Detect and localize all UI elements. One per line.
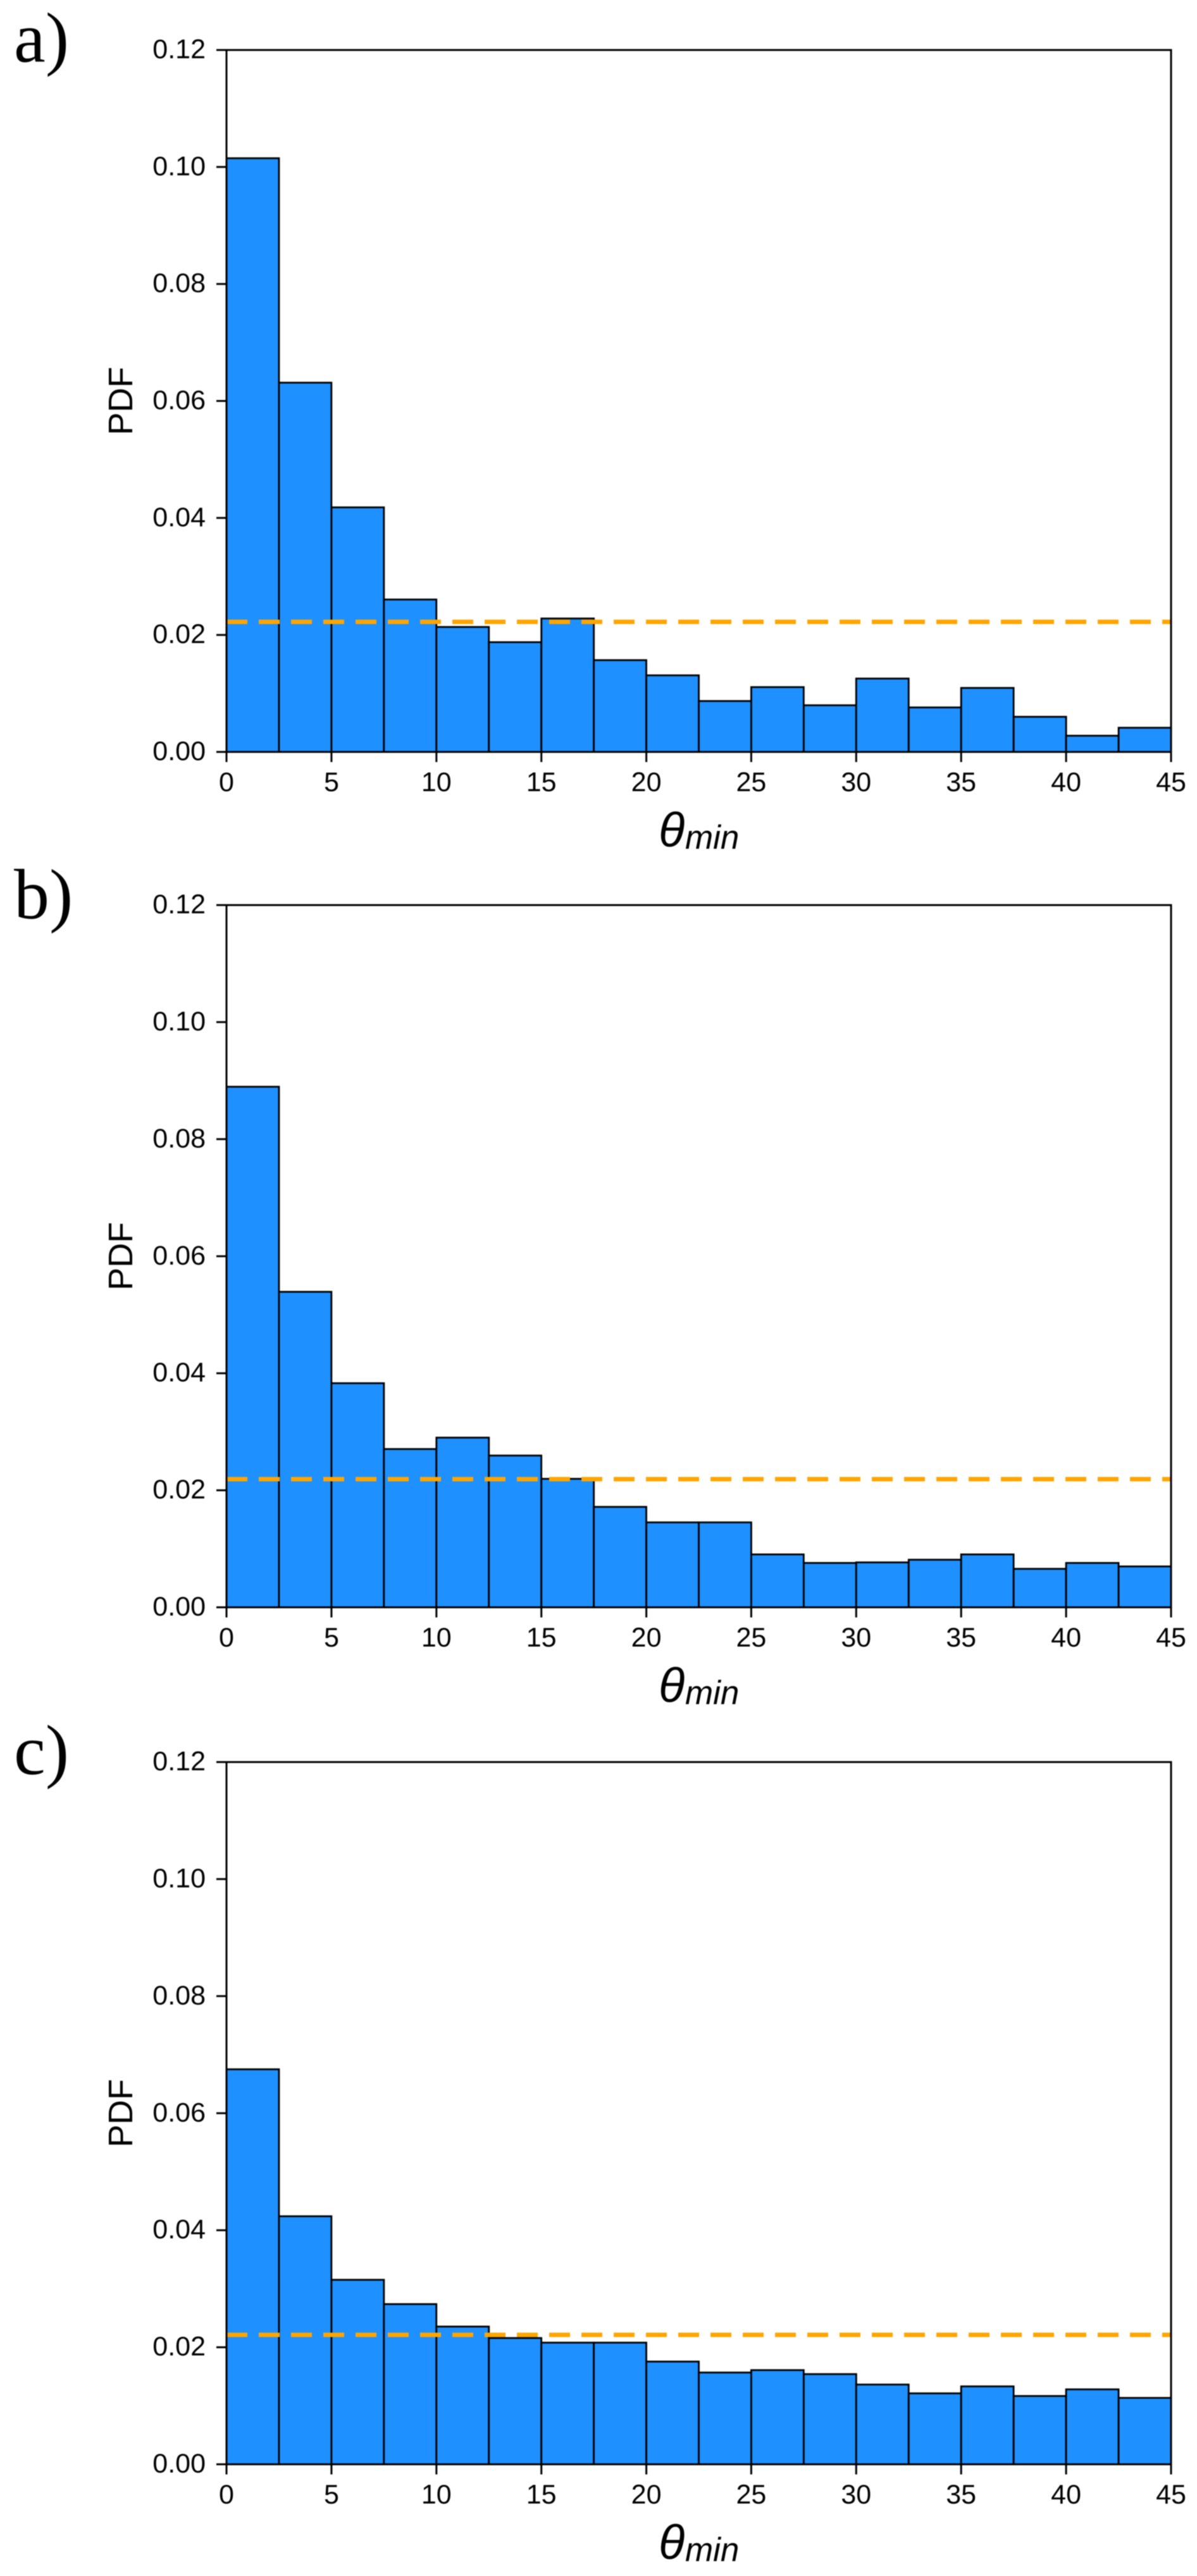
svg-text:45: 45: [1156, 1623, 1186, 1653]
svg-text:25: 25: [736, 2480, 766, 2510]
svg-text:min: min: [685, 819, 739, 856]
svg-text:0: 0: [219, 2480, 234, 2510]
svg-text:b): b): [14, 856, 73, 934]
svg-text:40: 40: [1051, 767, 1081, 797]
svg-text:0.10: 0.10: [152, 1863, 206, 1894]
svg-text:5: 5: [324, 767, 339, 797]
svg-text:45: 45: [1156, 767, 1186, 797]
svg-text:0.06: 0.06: [152, 385, 206, 416]
svg-text:θ: θ: [659, 2516, 685, 2570]
svg-text:30: 30: [841, 1623, 871, 1653]
svg-text:10: 10: [421, 767, 452, 797]
svg-text:35: 35: [946, 767, 976, 797]
svg-text:0.08: 0.08: [152, 1980, 206, 2011]
svg-text:25: 25: [736, 1623, 766, 1653]
svg-text:40: 40: [1051, 2480, 1081, 2510]
svg-text:0.10: 0.10: [152, 151, 206, 182]
svg-text:5: 5: [324, 1623, 339, 1653]
svg-text:0.00: 0.00: [152, 2449, 206, 2479]
svg-text:35: 35: [946, 2480, 976, 2510]
svg-text:0.00: 0.00: [152, 1592, 206, 1622]
svg-text:30: 30: [841, 767, 871, 797]
svg-text:45: 45: [1156, 2480, 1186, 2510]
svg-text:min: min: [685, 1674, 739, 1711]
svg-text:0: 0: [219, 1623, 234, 1653]
svg-text:0: 0: [219, 767, 234, 797]
svg-text:0.02: 0.02: [152, 619, 206, 649]
svg-text:35: 35: [946, 1623, 976, 1653]
svg-text:10: 10: [421, 1623, 452, 1653]
svg-text:5: 5: [324, 2480, 339, 2510]
svg-text:0.06: 0.06: [152, 2098, 206, 2128]
svg-text:c): c): [14, 1711, 69, 1790]
svg-text:0.00: 0.00: [152, 736, 206, 766]
svg-text:20: 20: [631, 767, 662, 797]
svg-text:0.06: 0.06: [152, 1241, 206, 1271]
svg-text:0.04: 0.04: [152, 2215, 206, 2245]
svg-text:0.10: 0.10: [152, 1006, 206, 1037]
svg-text:15: 15: [526, 2480, 557, 2510]
svg-text:15: 15: [526, 767, 557, 797]
svg-text:θ: θ: [659, 803, 685, 857]
svg-text:40: 40: [1051, 1623, 1081, 1653]
svg-text:0.08: 0.08: [152, 1123, 206, 1154]
svg-text:0.02: 0.02: [152, 2332, 206, 2362]
svg-text:20: 20: [631, 1623, 662, 1653]
svg-text:PDF: PDF: [102, 367, 140, 435]
svg-text:0.04: 0.04: [152, 1358, 206, 1388]
svg-text:25: 25: [736, 767, 766, 797]
svg-text:a): a): [14, 0, 69, 78]
svg-text:min: min: [685, 2531, 739, 2568]
svg-text:0.02: 0.02: [152, 1475, 206, 1505]
svg-text:θ: θ: [659, 1659, 685, 1713]
svg-text:10: 10: [421, 2480, 452, 2510]
svg-text:PDF: PDF: [102, 2079, 140, 2148]
svg-text:0.12: 0.12: [152, 889, 206, 920]
svg-text:PDF: PDF: [102, 1222, 140, 1291]
svg-text:0.12: 0.12: [152, 34, 206, 65]
svg-text:20: 20: [631, 2480, 662, 2510]
svg-text:0.12: 0.12: [152, 1746, 206, 1777]
svg-text:0.04: 0.04: [152, 502, 206, 532]
svg-text:15: 15: [526, 1623, 557, 1653]
svg-text:0.08: 0.08: [152, 268, 206, 299]
svg-text:30: 30: [841, 2480, 871, 2510]
